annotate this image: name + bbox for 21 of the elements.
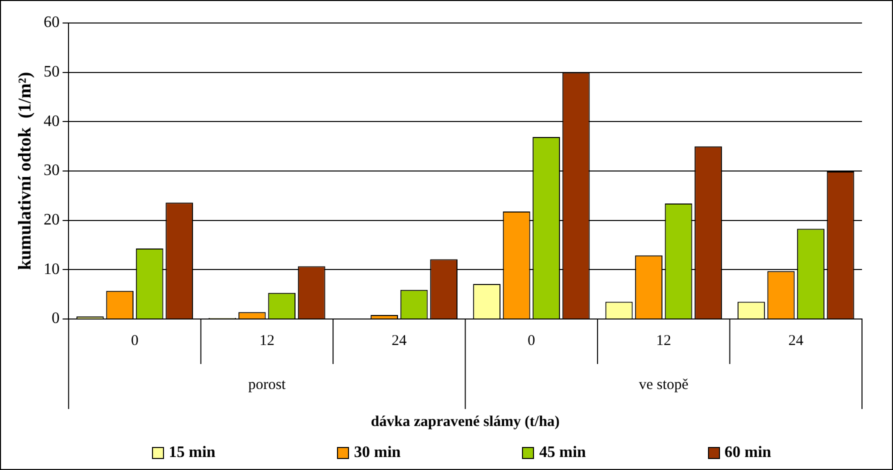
y-tick-label: 0	[52, 310, 60, 328]
x-tick-label: 0	[130, 332, 138, 349]
y-tick-label: 40	[44, 112, 60, 130]
legend-label: 30 min	[354, 444, 401, 462]
x-tick-label: 12	[656, 332, 672, 349]
y-tick-label: 60	[44, 14, 60, 32]
legend-label: 45 min	[539, 444, 586, 462]
y-tick-label: 20	[44, 212, 60, 229]
y-axis-title: kumulativní odtok (1/m²)	[14, 72, 34, 270]
x-tick-label: 12	[259, 332, 274, 349]
y-tick-label: 50	[44, 64, 60, 81]
x-tick-label: 0	[528, 332, 536, 349]
y-tick-label: 10	[44, 260, 60, 278]
x-tick-label: 24	[788, 332, 804, 349]
y-tick-label: 30	[44, 162, 60, 180]
text: ve stopě	[638, 376, 689, 393]
x-axis-title: dávka zapravené slámy (t/ha)	[370, 414, 560, 430]
x-tick-label: 24	[392, 332, 408, 349]
legend-label: 60 min	[724, 444, 772, 462]
text: porost	[248, 376, 287, 393]
legend-label: 15 min	[168, 444, 216, 462]
